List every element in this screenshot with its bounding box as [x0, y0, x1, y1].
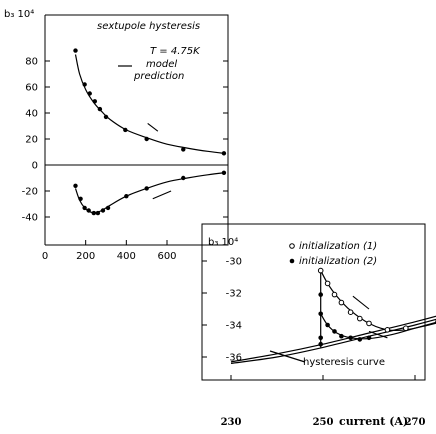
c2-filled-point [348, 335, 353, 341]
c1-data-point [87, 91, 92, 96]
c1-y-label: b₃ 10⁴ [4, 9, 34, 20]
c1-model-curve [74, 54, 224, 154]
c1-data-point [144, 136, 149, 142]
c2-open-point [324, 280, 331, 287]
c1-y-tick-label: -20 [22, 187, 38, 198]
c1-model-curve [74, 172, 224, 214]
c2-legend-filled-label: initialization (2) [299, 256, 377, 267]
c2-open-point [317, 267, 324, 274]
c2-legend-open-label: initialization (1) [299, 241, 377, 252]
c1-model-curves [74, 54, 224, 214]
c1-data-point [144, 186, 149, 191]
c2-filled-point [366, 335, 372, 341]
c1-data-point [91, 210, 97, 216]
c2-y-tick-label: -34 [226, 321, 242, 332]
c2-open-point [357, 315, 363, 322]
c1-model-dash [147, 122, 159, 132]
c1-x-tick-label: 200 [76, 251, 95, 262]
c2-x-tick-label: 250 [313, 417, 334, 428]
c1-y-tick-label: 20 [25, 135, 38, 146]
c2-x-tick-label: 230 [221, 417, 242, 428]
c2-frame [201, 223, 426, 381]
c2-legend-open-marker [289, 243, 295, 249]
c1-y-tick-label: 60 [25, 83, 38, 94]
c1-data-point [105, 205, 111, 211]
hysteresis-chart: b₃ 10⁴ initialization (1) initialization… [201, 223, 436, 428]
c2-filled-point [318, 292, 324, 297]
c1-y-tick-label: -40 [22, 213, 38, 224]
c1-bottom-frame [45, 165, 229, 246]
c2-y-tick-label: -36 [226, 353, 242, 364]
c1-data-point [82, 82, 87, 87]
c1-x-tick-label: 600 [157, 251, 176, 262]
c2-filled-point [318, 341, 324, 347]
c2-data-points [317, 267, 436, 347]
c2-open-point [338, 299, 345, 306]
c1-data-point [95, 210, 101, 216]
c2-hysteresis-curve [230, 315, 436, 363]
c2-filled-point [357, 337, 363, 342]
c2-annotation-leader [269, 350, 306, 363]
c1-data-point [103, 114, 109, 120]
c1-data-point [78, 196, 83, 201]
c1-y-tick-label: 0 [32, 161, 38, 172]
c2-annotation: hysteresis curve [303, 357, 385, 368]
c2-filled-point [339, 333, 344, 339]
c2-y-tick-label: -30 [226, 257, 242, 268]
c1-y-tick-label: 40 [25, 109, 38, 120]
c2-model-dash [368, 330, 388, 339]
c1-data-point [82, 205, 87, 211]
c2-open-point [403, 325, 409, 332]
sextupole-chart: b₃ 10⁴ sextupole hysteresis T = 4.75K mo… [4, 9, 229, 262]
c2-open-point [347, 309, 354, 316]
c1-data-point [86, 208, 91, 213]
c2-open-point [366, 320, 372, 327]
c2-initialization-curve [320, 270, 436, 332]
c2-ticks: -30 -32 -34 -36 230 250 270 [202, 257, 426, 428]
c1-x-tick-label: 0 [42, 251, 48, 262]
c2-model-dash [352, 295, 370, 310]
c2-legend-filled-marker [289, 258, 295, 264]
c1-data-point [100, 208, 106, 213]
c1-data-point [221, 151, 227, 156]
c2-x-tick-label: 270 [405, 417, 426, 428]
c2-filled-point [332, 329, 337, 334]
c2-curves [230, 270, 436, 364]
c2-open-point [331, 291, 338, 298]
c1-data-point [92, 99, 98, 104]
c1-data-point [73, 48, 78, 53]
c1-top-frame [45, 14, 229, 165]
c1-prediction-label: prediction [133, 71, 184, 82]
c2-filled-point [318, 335, 324, 341]
c1-y-tick-label: 80 [25, 57, 38, 68]
c1-model-dash [152, 190, 172, 200]
c1-data-point [97, 106, 103, 112]
c1-data-point [181, 147, 186, 152]
c1-data-point [123, 127, 128, 133]
c1-data-point [181, 175, 186, 181]
c2-open-point [384, 327, 391, 333]
c1-data-point [124, 194, 129, 199]
c2-x-label: current (A) [339, 415, 408, 428]
c2-y-tick-label: -32 [226, 289, 242, 300]
c2-filled-point [325, 322, 330, 328]
c1-temperature: T = 4.75K [150, 46, 201, 57]
c1-title: sextupole hysteresis [97, 21, 200, 32]
c2-filled-point [318, 311, 324, 317]
c1-x-tick-label: 400 [117, 251, 136, 262]
c2-y-label: b₃ 10⁴ [208, 237, 238, 248]
c1-data-point [73, 183, 78, 188]
c1-data-points [73, 48, 227, 216]
c1-data-point [221, 170, 227, 175]
c1-model-label: model [146, 59, 177, 70]
